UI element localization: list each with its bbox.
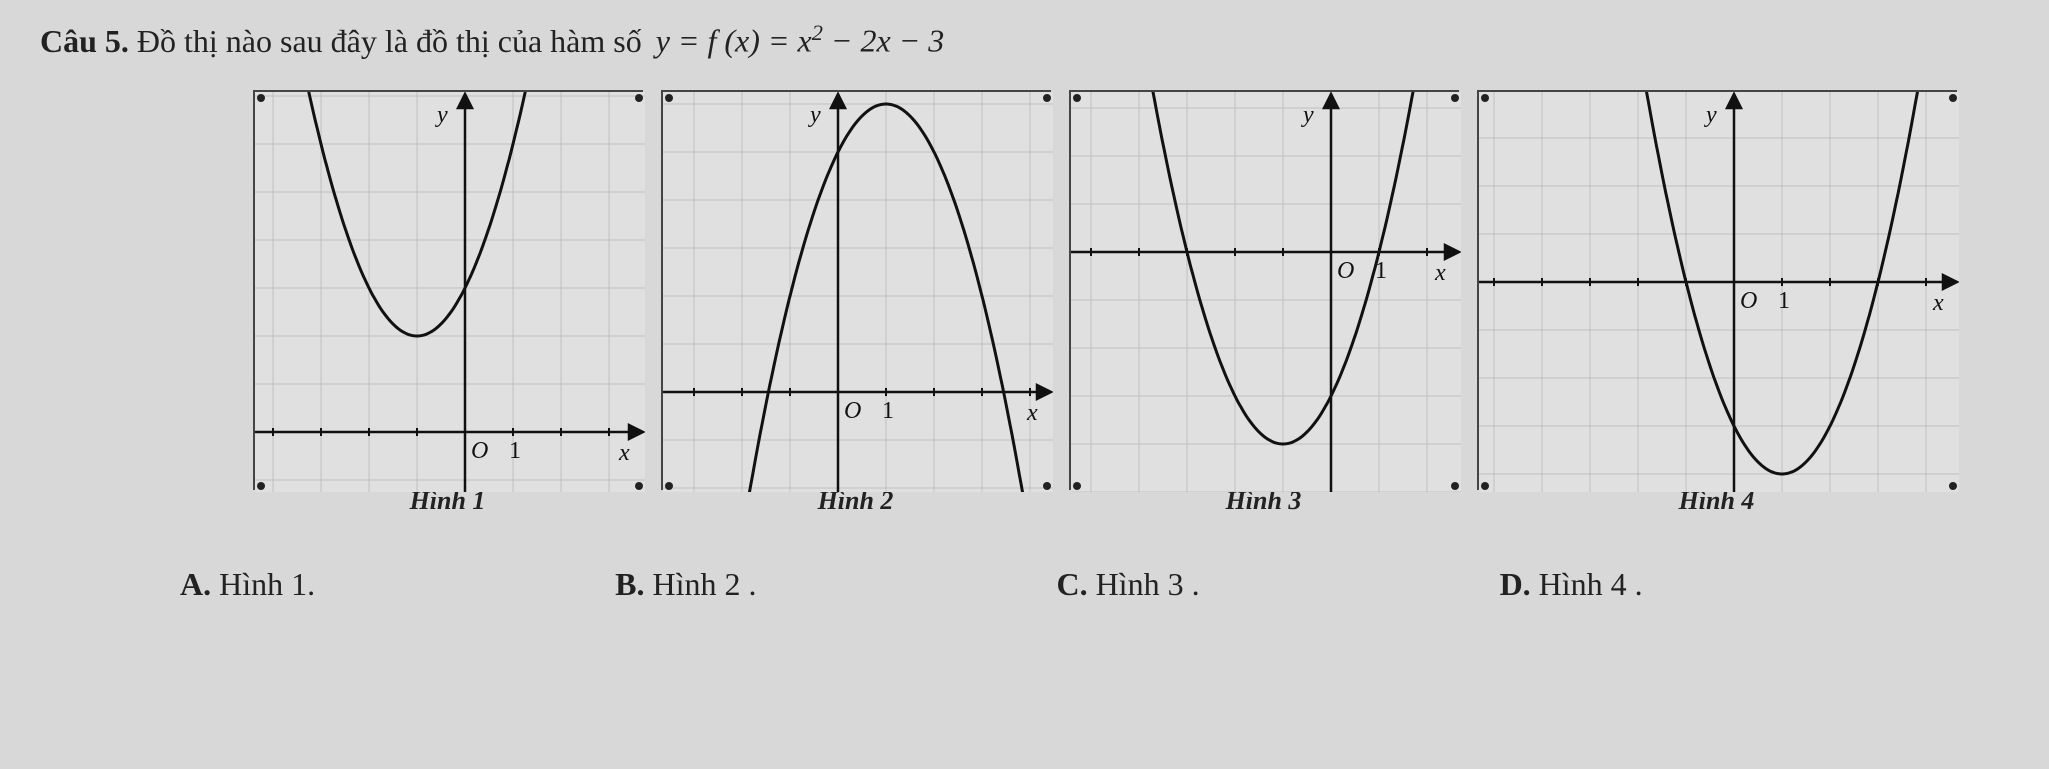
svg-text:x: x xyxy=(618,440,630,466)
option-d[interactable]: D. Hình 4 . xyxy=(1500,566,1643,603)
chart-fig3: y O1 x xyxy=(1069,90,1459,490)
chart-fig2: y O1 x xyxy=(661,90,1051,490)
option-c-letter: C. xyxy=(1056,566,1087,602)
svg-text:x: x xyxy=(1026,400,1038,426)
option-b-text: Hình 2 . xyxy=(652,566,756,602)
option-b-letter: B. xyxy=(615,566,644,602)
svg-text:y: y xyxy=(435,102,448,128)
option-c[interactable]: C. Hình 3 . xyxy=(1056,566,1199,603)
figure-2: yO1x Hình 2 xyxy=(661,90,1051,516)
question-text: Đồ thị nào sau đây là đồ thị của hàm số xyxy=(137,23,642,60)
figures-row: yO1x Hình 1 yO1x Hình 2 yO1x Hình 3 yO1x… xyxy=(200,90,2009,516)
figure-3: yO1x Hình 3 xyxy=(1069,90,1459,516)
options-row: A. Hình 1. B. Hình 2 . C. Hình 3 . D. Hì… xyxy=(180,566,2009,603)
question-equation: y = f (x) = x2 − 2x − 3 xyxy=(656,20,945,60)
svg-text:x: x xyxy=(1434,260,1446,286)
svg-text:x: x xyxy=(1932,290,1944,316)
svg-text:1: 1 xyxy=(882,398,894,424)
option-c-text: Hình 3 . xyxy=(1096,566,1200,602)
option-a-letter: A. xyxy=(180,566,211,602)
option-d-text: Hình 4 . xyxy=(1539,566,1643,602)
svg-text:1: 1 xyxy=(509,438,521,464)
svg-text:1: 1 xyxy=(1778,288,1790,314)
question-line: Câu 5. Đồ thị nào sau đây là đồ thị của … xyxy=(40,20,2009,60)
svg-text:O: O xyxy=(1740,288,1757,314)
svg-text:y: y xyxy=(1704,102,1717,128)
option-d-letter: D. xyxy=(1500,566,1531,602)
chart-fig1: y O1 x xyxy=(253,90,643,490)
svg-text:O: O xyxy=(1337,258,1354,284)
figure-4: yO1x Hình 4 xyxy=(1477,90,1957,516)
chart-fig4: y O1 x xyxy=(1477,90,1957,490)
svg-text:O: O xyxy=(471,438,488,464)
svg-text:O: O xyxy=(844,398,861,424)
option-a-text: Hình 1. xyxy=(219,566,315,602)
svg-text:1: 1 xyxy=(1375,258,1387,284)
svg-text:y: y xyxy=(1301,102,1314,128)
option-a[interactable]: A. Hình 1. xyxy=(180,566,315,603)
figure-1: yO1x Hình 1 xyxy=(253,90,643,516)
option-b[interactable]: B. Hình 2 . xyxy=(615,566,756,603)
svg-text:y: y xyxy=(808,102,821,128)
question-prefix: Câu 5. xyxy=(40,23,129,60)
